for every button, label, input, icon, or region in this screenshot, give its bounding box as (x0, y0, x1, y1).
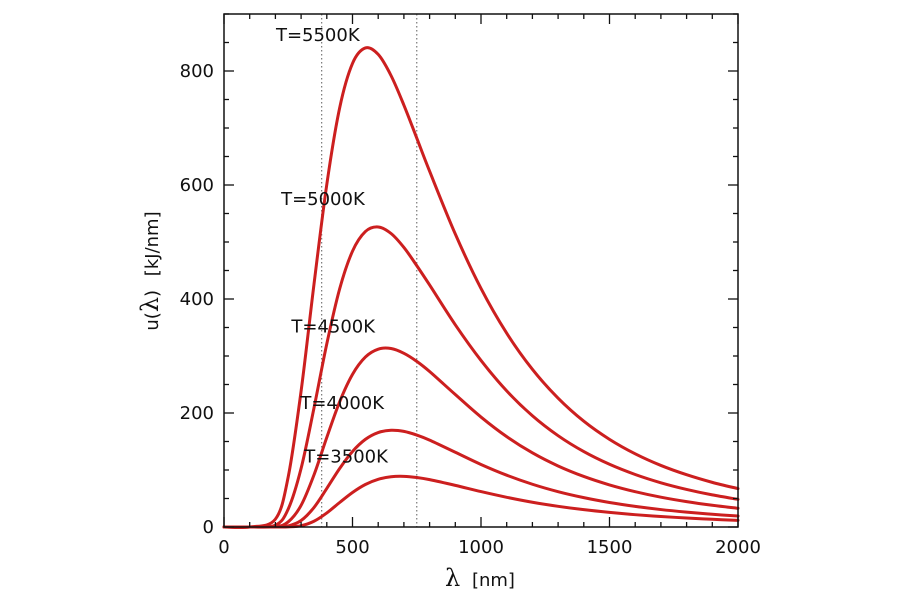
y-axis-symbol: λ (136, 297, 164, 312)
series-line-t-4500k (222, 346, 740, 529)
spectral-curves (222, 46, 740, 530)
x-axis-unit: [nm] (472, 570, 515, 591)
curve-label: T=5000K (280, 189, 366, 210)
y-tick-label: 400 (180, 289, 214, 310)
curve-label: T=3500K (303, 447, 389, 468)
series-line-t-3500k (222, 474, 740, 529)
y-tick-label: 600 (180, 175, 214, 196)
x-tick-label: 2000 (715, 537, 761, 558)
x-tick-label: 1000 (458, 537, 504, 558)
plot-frame (223, 13, 739, 528)
x-tick-label: 1500 (587, 537, 633, 558)
visible-spectrum-reference-lines (321, 14, 418, 527)
x-tick-label: 0 (218, 537, 229, 558)
y-tick-labels: 0 200 400 600 800 (180, 61, 214, 538)
y-axis-label: u(λ) [kJ/nm] (136, 211, 164, 330)
series-line-t-5000k (222, 225, 740, 529)
y-tick-label: 0 (203, 517, 214, 538)
series-line-t-4000k (222, 428, 740, 529)
y-axis-suffix: ) (142, 290, 163, 297)
x-axis-label: λ [nm] (445, 564, 515, 592)
y-tick-label: 200 (180, 403, 214, 424)
series-line-t-5500k (222, 46, 740, 530)
y-axis-unit: [kJ/nm] (142, 211, 163, 276)
x-tick-label: 500 (335, 537, 369, 558)
curve-label: T=5500K (275, 25, 361, 46)
y-tick-label: 800 (180, 61, 214, 82)
x-tick-labels: 0 500 1000 1500 2000 (218, 537, 761, 558)
axis-ticks (223, 13, 739, 528)
x-axis-symbol: λ (445, 564, 460, 592)
y-axis-prefix: u( (142, 312, 163, 330)
curve-labels: T=5500K T=5000K T=4500K T=4000K T=3500K (275, 25, 389, 468)
curve-label: T=4000K (299, 393, 385, 414)
curve-label: T=4500K (290, 317, 376, 338)
